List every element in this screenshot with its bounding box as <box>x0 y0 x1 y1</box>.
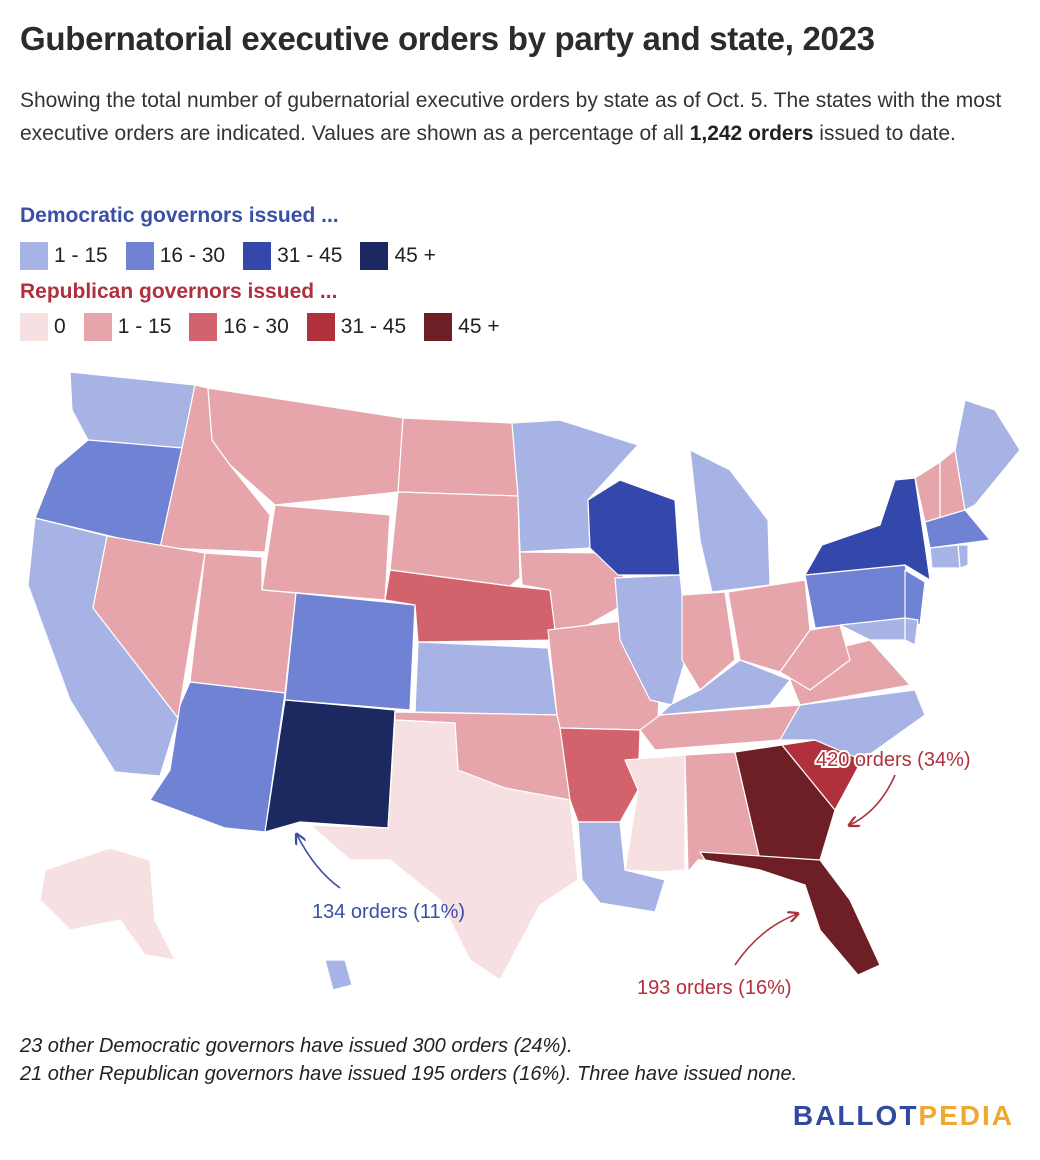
chart-title: Gubernatorial executive orders by party … <box>20 20 875 57</box>
state-ny <box>804 477 931 581</box>
state-mi <box>689 449 771 593</box>
legend-item-republican-1: 1 - 15 <box>83 313 172 341</box>
legend-label: 1 - 15 <box>117 315 172 338</box>
state-ri <box>957 544 969 569</box>
state-ar <box>559 727 641 823</box>
state-ms <box>624 754 686 873</box>
legend-item-republican-2: 16 - 30 <box>189 313 289 341</box>
legend-label: 31 - 45 <box>277 244 343 267</box>
footnote-republican: 21 other Republican governors have issue… <box>20 1063 797 1086</box>
legend-item-democratic-2: 31 - 45 <box>243 242 342 270</box>
state-nj <box>904 569 926 626</box>
state-az <box>149 681 286 833</box>
legend-item-republican-0: 0 <box>20 313 66 341</box>
legend-label: 0 <box>54 315 66 338</box>
legend-swatch <box>189 313 218 341</box>
state-nm <box>264 699 396 833</box>
state-la <box>577 821 666 913</box>
state-ma <box>924 509 991 549</box>
state-ct <box>929 544 961 569</box>
state-or <box>34 439 183 549</box>
legend-label: 1 - 15 <box>54 244 108 267</box>
legend-item-republican-3: 31 - 45 <box>306 313 407 341</box>
footnote-democratic-text: 23 other Democratic governors have issue… <box>20 1035 573 1057</box>
footnote-republican-text: 21 other Republican governors have issue… <box>20 1063 798 1085</box>
legend-swatch <box>125 242 154 270</box>
legend-label: 16 - 30 <box>223 315 289 338</box>
legend-republican-title: Republican governors issued ... <box>20 280 338 303</box>
legend-label: 31 - 45 <box>340 315 407 338</box>
logo-ballot: BALLOT <box>792 1100 919 1131</box>
legend-label: 45 + <box>394 244 436 267</box>
legend-swatch <box>20 313 48 341</box>
legend-label: 45 + <box>458 315 500 338</box>
annotation-arrow-florida <box>734 914 797 966</box>
state-tx <box>309 719 579 981</box>
legend-swatch <box>306 313 335 341</box>
legend-swatch <box>360 242 389 270</box>
state-fl <box>699 851 881 976</box>
legend-swatch <box>83 313 112 341</box>
logo-pedia: PEDIA <box>918 1100 1014 1131</box>
us-state-map: 420 orders (34%) 134 orders (11%) 193 or… <box>27 371 1021 999</box>
footnote-democratic: 23 other Democratic governors have issue… <box>20 1035 573 1058</box>
legend-item-democratic-1: 16 - 30 <box>125 242 226 270</box>
legend-item-democratic-3: 45 + <box>360 242 436 270</box>
legend-item-republican-4: 45 + <box>424 313 500 341</box>
state-wy <box>261 504 391 601</box>
state-sd <box>389 491 521 587</box>
annotation-florida: 193 orders (16%) <box>637 977 792 999</box>
legend-democratic: 1 - 15 16 - 30 31 - 45 45 + <box>20 242 454 270</box>
state-co <box>284 592 416 711</box>
annotation-new-mexico: 134 orders (11%) <box>312 901 465 923</box>
subtitle-text-end: issued to date. <box>813 122 956 145</box>
state-ak <box>39 847 176 961</box>
annotation-south-carolina: 420 orders (34%) <box>816 749 971 771</box>
legend-republican: 0 1 - 15 16 - 30 31 - 45 45 + <box>20 313 518 341</box>
subtitle-text: Showing the total number of gubernatoria… <box>20 89 1002 145</box>
state-ga <box>734 744 836 861</box>
chart-subtitle: Showing the total number of gubernatoria… <box>20 84 1020 150</box>
legend-swatch <box>20 242 48 270</box>
legend-swatch <box>243 242 272 270</box>
state-nd <box>397 417 519 497</box>
legend-swatch <box>424 313 453 341</box>
state-ks <box>414 641 558 716</box>
legend-democratic-title: Democratic governors issued ... <box>20 204 339 227</box>
state-de <box>904 617 919 646</box>
state-ne <box>384 569 561 643</box>
state-hi <box>324 959 353 991</box>
legend-label: 16 - 30 <box>159 244 226 267</box>
legend-item-democratic-0: 1 - 15 <box>20 242 108 270</box>
annotation-arrow-south-carolina <box>850 774 896 825</box>
state-wv <box>779 624 851 691</box>
state-in <box>681 591 736 691</box>
ballotpedia-logo: BALLOTPEDIA <box>793 1100 1014 1132</box>
state-me <box>954 399 1021 511</box>
state-wa <box>69 371 196 449</box>
annotation-arrow-new-mexico <box>297 835 341 889</box>
subtitle-total-orders: 1,242 orders <box>689 122 814 145</box>
